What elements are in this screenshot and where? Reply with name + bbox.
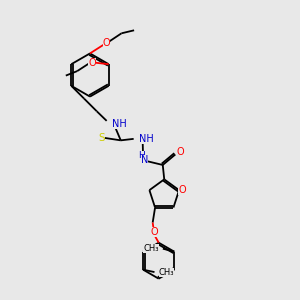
Text: O: O <box>103 38 110 48</box>
Text: O: O <box>88 58 96 68</box>
Text: NH: NH <box>139 134 154 144</box>
Text: S: S <box>98 133 105 143</box>
Text: O: O <box>150 227 158 237</box>
Text: CH₃: CH₃ <box>159 268 174 277</box>
Text: O: O <box>178 185 186 195</box>
Text: H: H <box>138 152 145 160</box>
Text: O: O <box>177 147 184 157</box>
Text: N: N <box>141 155 148 165</box>
Text: CH₃: CH₃ <box>143 244 159 253</box>
Text: NH: NH <box>112 119 127 129</box>
